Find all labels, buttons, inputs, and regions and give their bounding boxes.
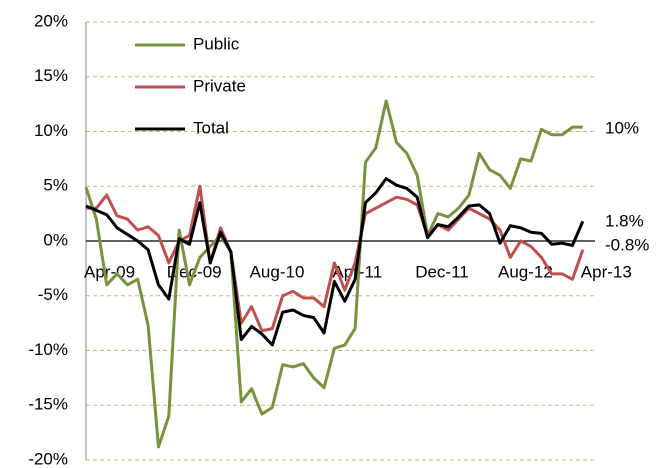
y-tick-label: -10% [28, 340, 68, 359]
x-tick-label: Apr-09 [84, 262, 135, 281]
y-tick-label: -5% [38, 285, 68, 304]
end-label: 1.8% [605, 211, 644, 230]
y-tick-label: -20% [28, 449, 68, 468]
y-tick-label: 5% [43, 176, 68, 195]
series-line [84, 99, 583, 449]
legend-label: Public [193, 34, 240, 53]
y-tick-label: 15% [34, 66, 68, 85]
y-tick-label: 0% [43, 230, 68, 249]
legend-label: Private [193, 76, 246, 95]
end-label: 10% [605, 118, 639, 137]
x-tick-label: Aug-10 [250, 262, 305, 281]
series-line [85, 177, 585, 347]
y-tick-label: -15% [28, 395, 68, 414]
series-line [86, 184, 585, 333]
y-tick-label: 10% [34, 121, 68, 140]
x-tick-label: Dec-11 [415, 262, 469, 281]
legend-label: Total [193, 118, 229, 137]
y-tick-label: 20% [34, 11, 68, 30]
x-tick-label: Apr-13 [581, 262, 632, 281]
x-tick-label: Aug-12 [498, 262, 553, 281]
end-label: -0.8% [605, 235, 649, 254]
